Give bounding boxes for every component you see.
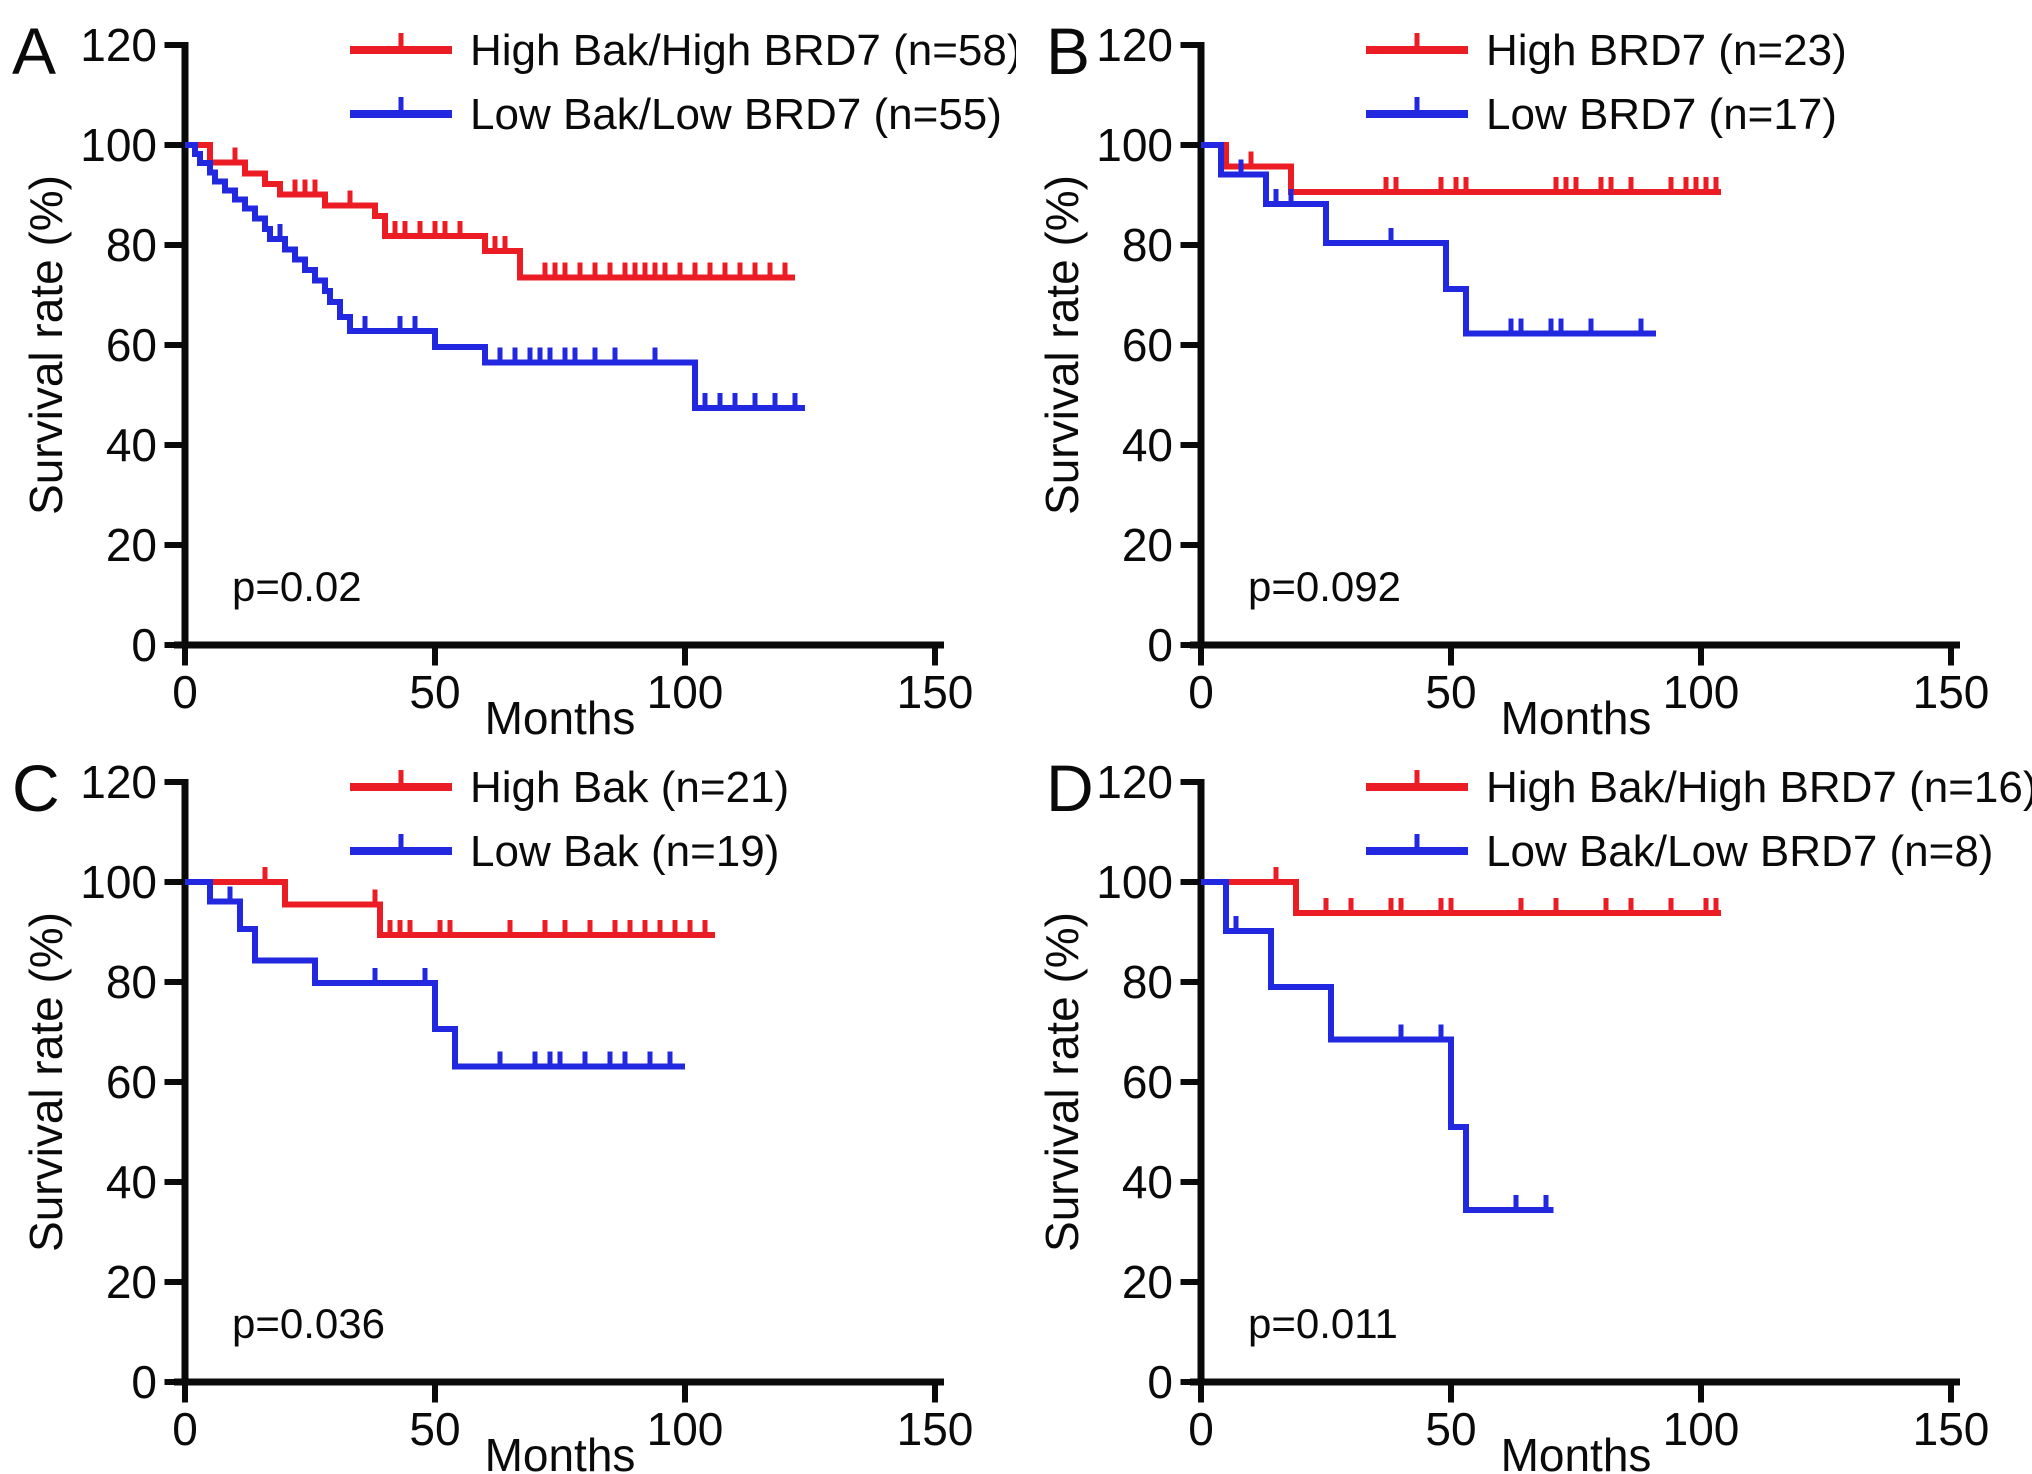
panel-d-chart: 0 20 40 60 80 100 120 0 50 100 150 Months Survival r… — [1036, 751, 2032, 1474]
p-value-label: p=0.02 — [232, 563, 362, 610]
y-tick-label: 0 — [131, 1356, 157, 1408]
legend-entry — [350, 834, 452, 855]
legend-label: High Bak (n=21) — [470, 763, 789, 812]
panel-b-chart: 0 20 40 60 80 100 120 0 50 100 150 Months Survival r… — [1036, 14, 1990, 737]
x-axis-title: Months — [1501, 1429, 1652, 1474]
survival-curve-blue — [1201, 879, 1554, 1213]
x-tick-label: 50 — [1425, 1403, 1476, 1455]
legend-label: Low Bak/Low BRD7 (n=8) — [1486, 827, 1993, 876]
y-tick-label: 0 — [131, 619, 157, 671]
survival-curve-blue — [185, 142, 805, 411]
y-tick-label: 20 — [1122, 519, 1173, 571]
legend-label: Low BRD7 (n=17) — [1486, 90, 1837, 139]
x-tick-label: 100 — [1663, 1403, 1740, 1455]
x-axis-title: Months — [485, 1429, 636, 1474]
survival-curve-blue — [1201, 142, 1656, 337]
y-tick-label: 0 — [1147, 619, 1173, 671]
legend-entry — [1366, 834, 1468, 855]
y-tick-label: 20 — [106, 1256, 157, 1308]
legend-entry — [350, 97, 452, 118]
p-value-label: p=0.011 — [1248, 1300, 1398, 1347]
y-tick-label: 20 — [106, 519, 157, 571]
x-tick-label: 150 — [897, 666, 974, 718]
y-tick-label: 120 — [1096, 19, 1173, 71]
panel-b: 0 20 40 60 80 100 120 0 50 100 150 Months Survival r… — [1016, 0, 2032, 737]
legend-entry — [350, 33, 452, 54]
y-tick-label: 120 — [1096, 756, 1173, 808]
y-axis-title: Survival rate (%) — [20, 912, 72, 1252]
legend-label: High Bak/High BRD7 (n=58) — [470, 26, 1016, 75]
survival-curve-red — [185, 879, 715, 938]
survival-curve-red — [1201, 879, 1721, 916]
y-tick-label: 40 — [1122, 419, 1173, 471]
legend-entry — [1366, 33, 1468, 54]
panel-letter: A — [12, 14, 56, 88]
y-tick-label: 120 — [80, 19, 157, 71]
y-tick-label: 80 — [106, 219, 157, 271]
panel-d: 0 20 40 60 80 100 120 0 50 100 150 Months Survival r… — [1016, 737, 2032, 1474]
x-tick-label: 0 — [172, 666, 198, 718]
x-tick-label: 100 — [647, 666, 724, 718]
y-tick-label: 100 — [1096, 856, 1173, 908]
y-tick-label: 100 — [80, 119, 157, 171]
legend-entry — [1366, 770, 1468, 791]
legend-entry — [1366, 97, 1468, 118]
x-tick-label: 0 — [1188, 1403, 1214, 1455]
y-tick-label: 40 — [1122, 1156, 1173, 1208]
y-tick-label: 120 — [80, 756, 157, 808]
y-tick-label: 100 — [80, 856, 157, 908]
x-tick-label: 100 — [1663, 666, 1740, 718]
y-tick-label: 80 — [106, 956, 157, 1008]
panel-a-chart: 0 20 40 60 80 100 120 0 50 100 150 Months Survival r… — [12, 14, 1016, 737]
survival-curve-blue — [185, 879, 685, 1070]
x-tick-label: 150 — [897, 1403, 974, 1455]
survival-curve-red — [1201, 142, 1721, 195]
panel-letter: C — [12, 751, 60, 825]
x-tick-label: 50 — [409, 1403, 460, 1455]
legend-entry — [350, 770, 452, 791]
survival-curve-red — [185, 142, 795, 281]
x-tick-label: 50 — [409, 666, 460, 718]
panel-c: 0 20 40 60 80 100 120 0 50 100 150 Months Survival r… — [0, 737, 1016, 1474]
x-tick-label: 50 — [1425, 666, 1476, 718]
legend-label: Low Bak (n=19) — [470, 827, 779, 876]
legend-label: Low Bak/Low BRD7 (n=55) — [470, 90, 1002, 139]
y-axis-title: Survival rate (%) — [1036, 175, 1088, 515]
legend-label: High BRD7 (n=23) — [1486, 26, 1847, 75]
panel-c-chart: 0 20 40 60 80 100 120 0 50 100 150 Months Survival r… — [12, 751, 974, 1474]
y-tick-label: 60 — [106, 319, 157, 371]
x-tick-label: 150 — [1913, 666, 1990, 718]
legend-label: High Bak/High BRD7 (n=16) — [1486, 763, 2032, 812]
y-tick-label: 80 — [1122, 219, 1173, 271]
panel-letter: B — [1046, 14, 1090, 88]
y-tick-label: 80 — [1122, 956, 1173, 1008]
x-tick-label: 100 — [647, 1403, 724, 1455]
y-tick-label: 60 — [106, 1056, 157, 1108]
y-tick-label: 40 — [106, 1156, 157, 1208]
y-tick-label: 60 — [1122, 319, 1173, 371]
x-axis-title: Months — [485, 692, 636, 737]
y-tick-label: 40 — [106, 419, 157, 471]
x-tick-label: 0 — [172, 1403, 198, 1455]
y-axis-title: Survival rate (%) — [20, 175, 72, 515]
y-tick-label: 0 — [1147, 1356, 1173, 1408]
y-tick-label: 60 — [1122, 1056, 1173, 1108]
y-tick-label: 100 — [1096, 119, 1173, 171]
x-tick-label: 150 — [1913, 1403, 1990, 1455]
x-tick-label: 0 — [1188, 666, 1214, 718]
y-axis-title: Survival rate (%) — [1036, 912, 1088, 1252]
x-axis-title: Months — [1501, 692, 1652, 737]
p-value-label: p=0.092 — [1248, 563, 1401, 610]
y-tick-label: 20 — [1122, 1256, 1173, 1308]
panel-a: 0 20 40 60 80 100 120 0 50 100 150 Months Survival r… — [0, 0, 1016, 737]
panel-letter: D — [1046, 751, 1094, 825]
p-value-label: p=0.036 — [232, 1300, 385, 1347]
